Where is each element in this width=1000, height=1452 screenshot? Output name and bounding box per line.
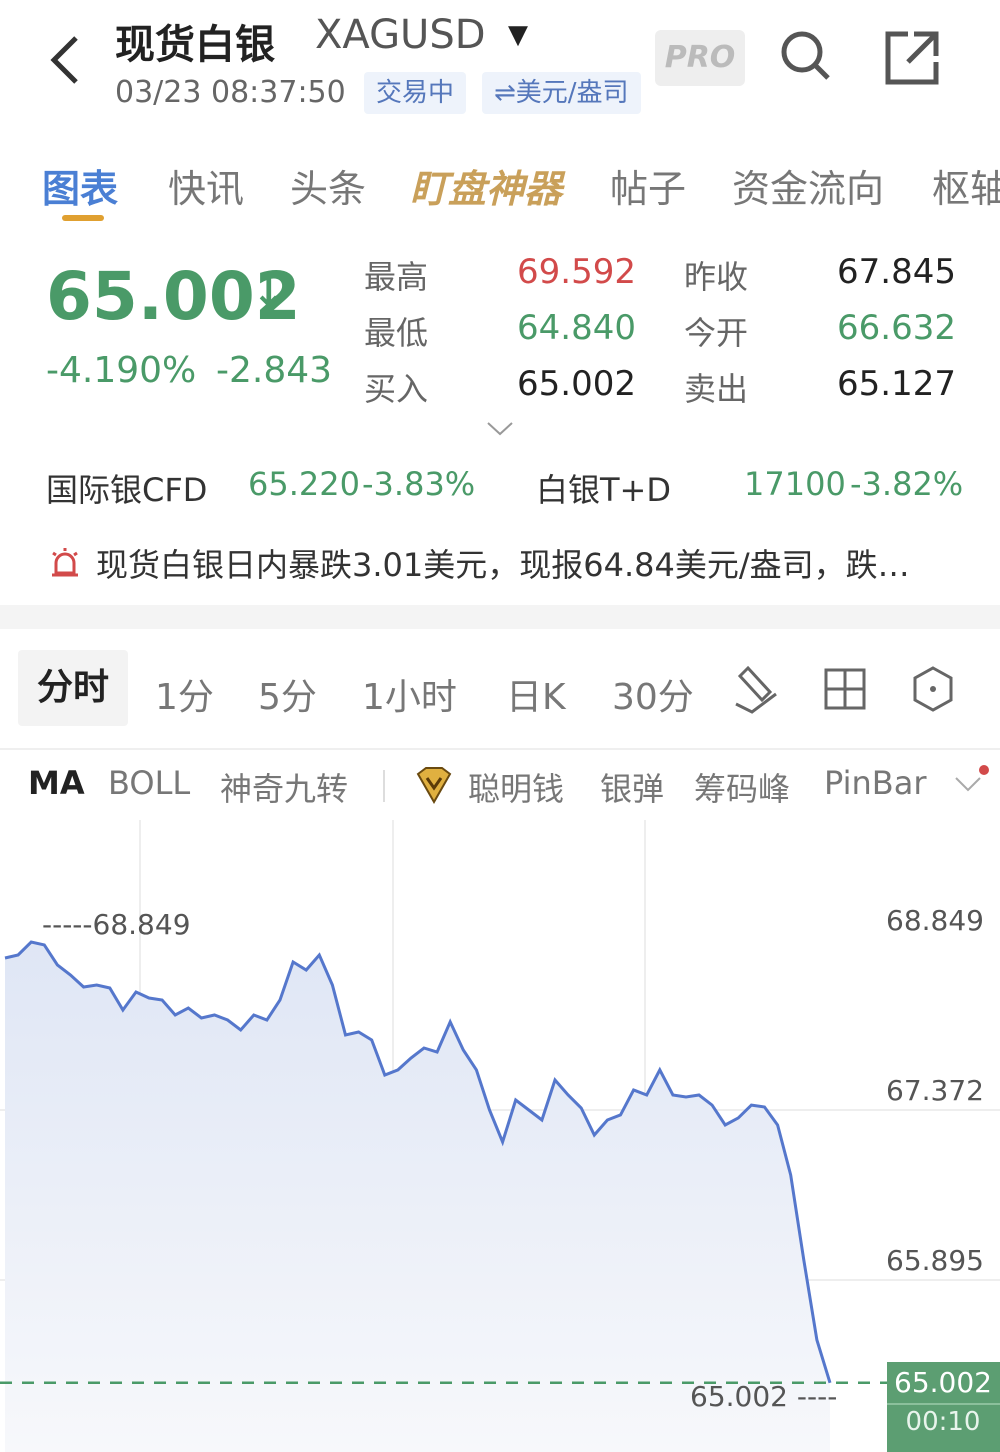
period-tab-1h[interactable]: 1小时 [362,677,457,718]
last-price-tag-value: 65.002 [894,1366,992,1399]
pro-button[interactable]: PRO [655,30,745,86]
tab-underline [62,215,104,221]
divider [383,770,385,802]
period-tab-daily[interactable]: 日K [506,677,566,718]
last-price-tag [887,1362,1000,1452]
indicator-td9[interactable]: 神奇九转 [220,770,349,808]
more-indicators-chevron-icon[interactable] [952,762,994,796]
period-tab-timeshare[interactable]: 分时 [18,650,128,726]
layout-grid-icon[interactable] [824,668,866,710]
high-label: 最高 [364,258,429,296]
y-tick-label: 68.849 [886,904,984,937]
trading-status-badge: 交易中 [364,72,467,114]
tab-flash[interactable]: 快讯 [168,167,245,211]
tab-pivot[interactable]: 枢轴 [932,167,1000,211]
tab-headlines[interactable]: 头条 [290,167,367,211]
draw-tool-icon[interactable] [732,664,780,714]
open-value: 66.632 [837,308,956,348]
ask-value: 65.127 [837,364,956,404]
period-tab-30m[interactable]: 30分 [612,677,694,718]
tab-monitor[interactable]: 盯盘神器 [410,167,563,211]
news-ticker[interactable]: 现货白银日内暴跌3.01美元，现报64.84美元/盎司，跌… [96,546,910,584]
caret-down-icon[interactable]: ▼ [508,20,528,50]
prev-close-value: 67.845 [837,252,956,292]
unit-switch[interactable]: ⇌美元/盎司 [482,72,641,114]
indicator-chip-peak[interactable]: 筹码峰 [694,770,791,808]
indicator-pinbar[interactable]: PinBar [824,764,927,802]
tab-chart[interactable]: 图表 [42,167,119,211]
related-price: 17100 [744,465,846,503]
diamond-vip-icon [416,767,452,804]
indicator-ma[interactable]: MA [28,764,85,802]
related-name[interactable]: 白银T+D [536,471,672,509]
change-value: -2.843 [216,350,333,391]
indicator-silver-bullet[interactable]: 银弹 [600,770,665,808]
indicator-boll[interactable]: BOLL [108,764,191,802]
change-percent: -4.190% [46,350,197,391]
indicator-smart-money[interactable]: 聪明钱 [468,770,565,808]
open-label: 今开 [684,314,749,352]
symbol-selector[interactable]: XAGUSD [315,12,486,58]
related-name[interactable]: 国际银CFD [46,471,208,509]
alarm-icon [52,548,78,577]
last-price: 65.002 [46,258,301,335]
divider [0,748,1000,750]
instrument-title: 现货白银 [115,22,275,68]
last-price-tag-time: 00:10 [906,1407,981,1437]
y-tick-label: 65.895 [886,1244,984,1277]
expand-chevron-icon[interactable] [486,420,514,438]
related-pct: -3.82% [850,465,964,503]
period-tab-1m[interactable]: 1分 [155,677,214,718]
related-pct: -3.83% [362,465,476,503]
section-divider [0,605,1000,629]
last-price-marker-label: 65.002 ---- [690,1380,837,1413]
price-line [4,940,832,1384]
related-price: 65.220 [248,465,360,503]
bid-label: 买入 [364,370,429,408]
prev-close-label: 昨收 [684,258,749,296]
tab-bar: 图表 快讯 头条 盯盘神器 帖子 资金流向 枢轴 [42,158,1000,211]
high-value: 69.592 [517,252,636,292]
back-icon[interactable] [40,30,100,90]
settings-hexagon-icon[interactable] [912,666,954,712]
tab-posts[interactable]: 帖子 [610,167,687,211]
low-label: 最低 [364,314,429,352]
down-arrow-icon: ↓ [252,270,286,316]
price-area [5,942,830,1452]
tab-fund-flow[interactable]: 资金流向 [732,167,885,211]
quote-time: 03/23 08:37:50 [115,75,346,110]
search-icon[interactable] [778,28,834,84]
ask-label: 卖出 [684,370,749,408]
low-value: 64.840 [517,308,636,348]
bid-value: 65.002 [517,364,636,404]
y-tick-label: 67.372 [886,1074,984,1107]
share-icon[interactable] [884,30,940,86]
period-tab-5m[interactable]: 5分 [258,677,317,718]
high-marker-label: -----68.849 [42,908,191,941]
